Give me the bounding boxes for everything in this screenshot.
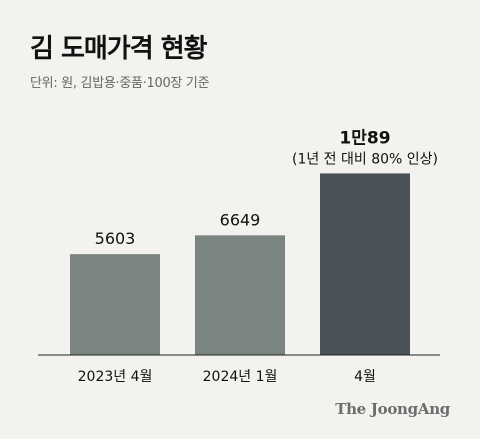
category-label-3: 4월 bbox=[354, 369, 376, 385]
chart-title: 김 도매가격 현황 bbox=[30, 34, 208, 64]
chart-subtitle: 단위: 원, 김밥용·중품·100장 기준 bbox=[30, 76, 210, 91]
value-label-3: 1만89 bbox=[339, 128, 390, 148]
annotation-label: (1년 전 대비 80% 인상) bbox=[292, 151, 438, 167]
brand-logo: The JoongAng bbox=[335, 400, 450, 418]
bar-1 bbox=[70, 254, 160, 355]
bar-2 bbox=[195, 235, 285, 355]
category-label-2: 2024년 1월 bbox=[203, 369, 278, 385]
category-label-1: 2023년 4월 bbox=[78, 369, 153, 385]
bar-3 bbox=[320, 173, 410, 355]
value-label-2: 6649 bbox=[220, 210, 261, 229]
value-label-1: 5603 bbox=[95, 229, 136, 248]
